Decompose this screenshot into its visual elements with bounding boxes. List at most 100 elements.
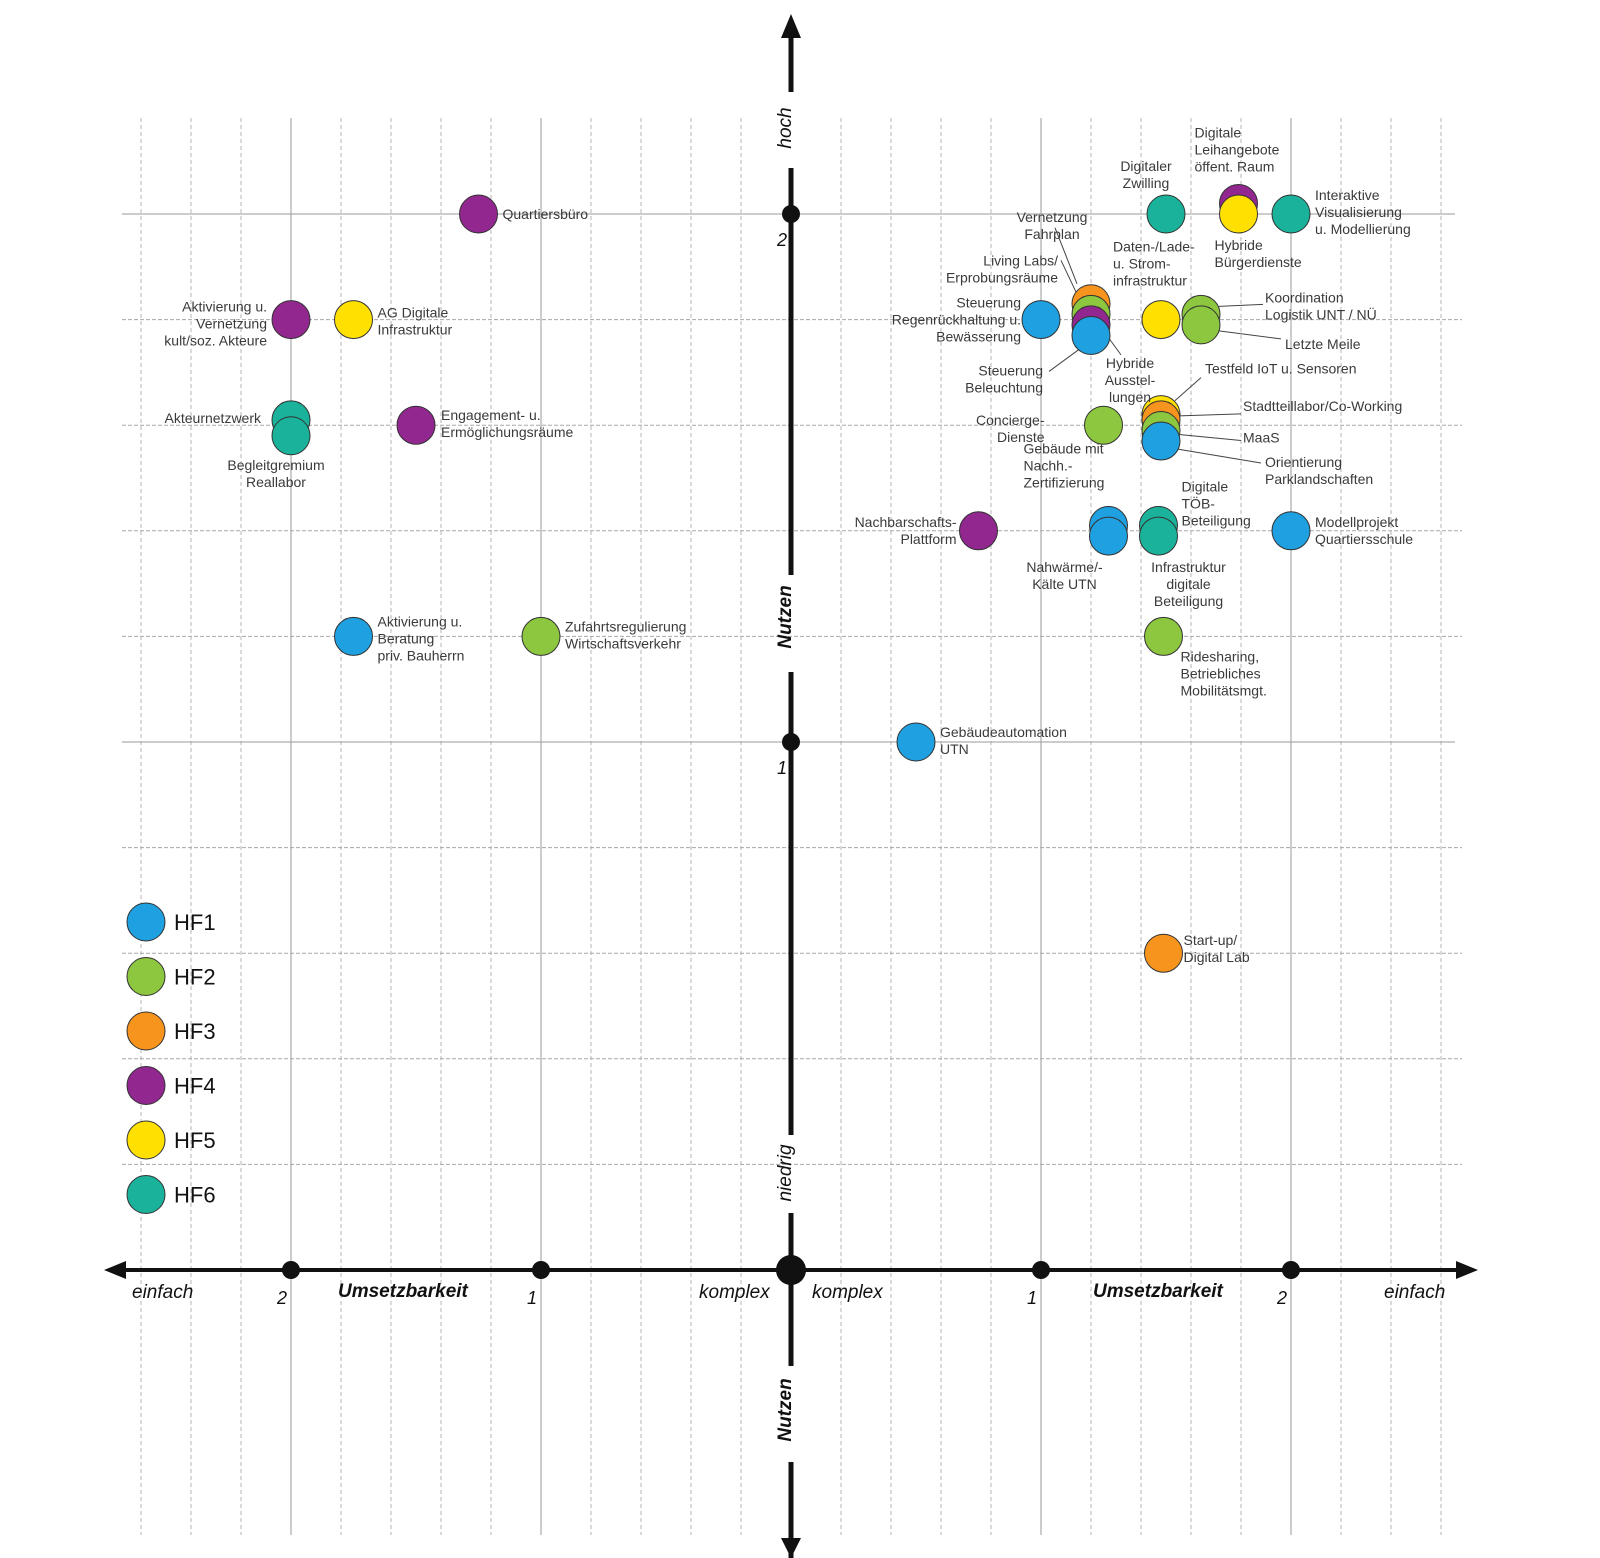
y-tick-dot: [782, 733, 800, 751]
data-point: [521, 616, 561, 656]
y-tick-label: 1: [777, 758, 787, 778]
legend-swatch: [126, 1175, 166, 1214]
y-top-label: hoch: [775, 107, 796, 148]
data-label: Zufahrtsregulierung Wirtschaftsverkehr: [565, 618, 686, 651]
data-label: Interaktive Visualisierung u. Modellierung: [1315, 187, 1411, 237]
data-point: [334, 616, 373, 656]
data-label: Ridesharing, Betriebliches Mobilitätsmgt.: [1181, 648, 1267, 698]
y-tick-dot: [782, 205, 800, 223]
y-axis-arrow-up: [781, 14, 801, 38]
legend-swatch: [126, 1011, 166, 1051]
y-axis-arrow-down: [781, 1538, 801, 1558]
data-point: [1219, 194, 1258, 234]
data-point: [1021, 300, 1061, 340]
leader-line: [1174, 377, 1202, 402]
x-axis-arrow-right: [1456, 1261, 1478, 1279]
data-label: Steuerung Regenrückhaltung u. Bewässerung: [892, 295, 1021, 345]
data-label: Start-up/Digital Lab: [1184, 932, 1250, 965]
x-tick-dot: [532, 1261, 550, 1279]
leader-line: [1178, 413, 1242, 417]
data-point: [1071, 315, 1111, 355]
data-point: [896, 722, 936, 762]
legend-label: HF5: [174, 1128, 216, 1153]
data-label: Orientierung Parklandschaften: [1265, 454, 1373, 487]
data-point: [1089, 516, 1128, 556]
leader-line: [1048, 349, 1080, 372]
data-label: Aktivierung u. Vernetzung kult/soz. Akteur…: [164, 299, 267, 349]
legend-swatch: [126, 1120, 166, 1160]
legend-label: HF6: [174, 1183, 216, 1208]
data-label: Gebäudeautomation UTN: [940, 724, 1067, 757]
y-axis-title-upper: Nutzen: [775, 585, 796, 648]
y-axis-title-lower: Nutzen: [775, 1378, 796, 1441]
data-label: Koordination Logistik UNT / NÜ: [1265, 289, 1377, 322]
legend-label: HF2: [174, 965, 216, 990]
data-label: Aktivierung u. Beratung priv. Bauherrn: [378, 613, 465, 663]
data-label: Concierge-Dienste: [976, 412, 1045, 445]
x-left-center-label: komplex: [699, 1282, 771, 1303]
data-point: [459, 194, 498, 234]
data-label: Digitale TÖB-Beteiligung: [1182, 479, 1251, 529]
x-tick-label: 1: [1027, 1288, 1037, 1308]
legend-swatch: [126, 1066, 166, 1105]
data-label: Stadtteillabor/Co-Working: [1243, 398, 1402, 414]
leader-line: [1178, 433, 1242, 441]
x-tick-dot: [1282, 1261, 1300, 1279]
origin-dot: [776, 1255, 806, 1285]
leader-line: [1218, 303, 1264, 307]
data-point: [1141, 421, 1181, 461]
x-right-end-label: einfach: [1384, 1282, 1445, 1303]
x-axis-title-right: Umsetzbarkeit: [1093, 1281, 1224, 1302]
data-point: [334, 300, 373, 340]
data-point: [1181, 305, 1221, 345]
data-label: Modellprojekt Quartiersschule: [1315, 514, 1413, 547]
data-point: [1271, 194, 1311, 234]
data-point: [271, 416, 311, 456]
data-point: [1084, 405, 1123, 445]
data-label: Quartiersbüro: [503, 206, 589, 222]
x-tick-label: 1: [527, 1288, 537, 1308]
data-label: Daten-/Lade-u. Strom-infrastruktur: [1113, 239, 1195, 289]
data-label: Begleitgremium Reallabor: [227, 457, 324, 490]
legend-swatch: [126, 902, 166, 942]
data-label: Digitale Leihangebote öffent. Raum: [1195, 124, 1280, 174]
axis-labels: hoch Nutzen niedrig Nutzen einfach Umset…: [132, 107, 1445, 1441]
point-labels: Quartiersbüro Aktivierung u. Vernetzung kul…: [164, 124, 1413, 965]
data-label: Hybride Ausstel-lungen: [1105, 355, 1156, 405]
data-point: [1139, 516, 1178, 556]
data-label: Gebäude mit Nachh.-Zertifizierung: [1024, 441, 1105, 491]
y-tick-label: 2: [776, 230, 787, 250]
leader-line: [1176, 448, 1262, 464]
axes: 2 1 1 2 1 2: [104, 14, 1478, 1558]
data-point: [1144, 616, 1183, 656]
legend-label: HF1: [174, 910, 216, 935]
data-point: [959, 511, 998, 551]
legend-label: HF4: [174, 1074, 216, 1099]
leader-line: [1218, 330, 1282, 340]
data-label: Nahwärme/-Kälte UTN: [1026, 559, 1103, 592]
data-points: [271, 183, 1311, 973]
x-tick-label: 2: [1276, 1288, 1287, 1308]
data-point: [1144, 933, 1183, 973]
data-label: MaaS: [1243, 429, 1280, 445]
x-tick-dot: [282, 1261, 300, 1279]
leader-line: [1054, 227, 1078, 284]
data-point: [396, 405, 436, 445]
data-label: Engagement- u. Ermöglichungsräume: [441, 407, 573, 440]
data-label: Nachbarschafts-Plattform: [855, 514, 957, 547]
x-right-center-label: komplex: [812, 1282, 884, 1303]
y-bottom-label: niedrig: [775, 1144, 796, 1201]
data-point: [1146, 194, 1186, 234]
x-tick-dot: [1032, 1261, 1050, 1279]
legend-label: HF3: [174, 1019, 216, 1044]
data-label: Digitaler Zwilling: [1120, 158, 1172, 191]
data-point: [1141, 300, 1181, 340]
data-label: Infrastruktur digitale Beteiligung: [1151, 559, 1226, 609]
x-axis-title-left: Umsetzbarkeit: [338, 1281, 469, 1302]
legend: HF1 HF2 HF3 HF4 HF5 HF6: [126, 902, 216, 1214]
x-axis-arrow-left: [104, 1261, 126, 1279]
x-left-end-label: einfach: [132, 1282, 193, 1303]
data-point: [271, 300, 311, 340]
data-label: Vernetzung Fahrplan: [1017, 209, 1088, 242]
